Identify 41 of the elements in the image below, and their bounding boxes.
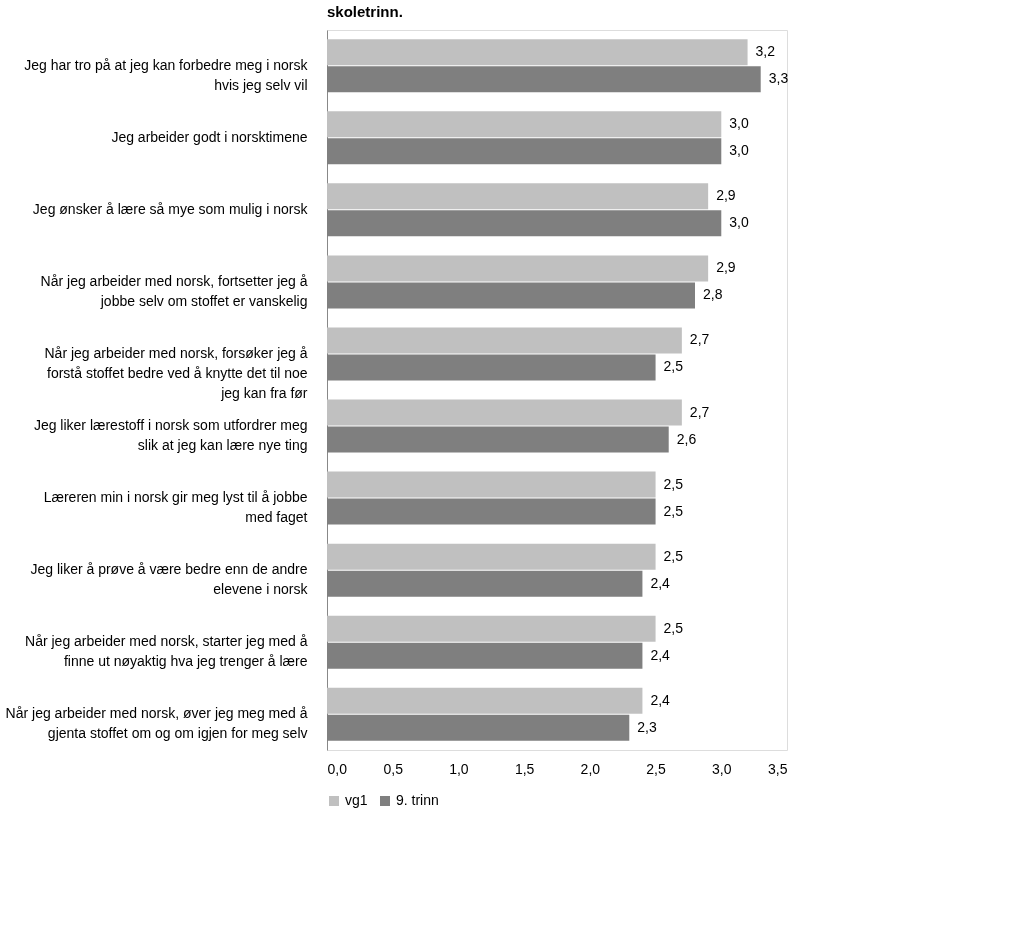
data-label: 3,0 <box>729 214 749 231</box>
data-label: 2,5 <box>663 547 684 564</box>
x-tick-label: 0,0 <box>327 760 348 777</box>
data-label: 2,5 <box>663 502 684 519</box>
data-label: 2,4 <box>650 691 671 708</box>
y-tick-label: Jeg har tro på at jeg kan forbedre meg i norsk hvis jeg selv vil <box>24 56 309 93</box>
x-tick-label: 2,5 <box>646 760 667 777</box>
x-tick-label: 0,5 <box>383 760 404 777</box>
data-label: 2,8 <box>703 286 723 303</box>
data-label: 2,5 <box>663 358 684 375</box>
x-tick-label: 1,0 <box>449 760 469 777</box>
y-tick-label: Når jeg arbeider med norsk, fortsetter jeg å jobbe selv om stoffet er vanskelig <box>40 272 308 309</box>
y-tick-label: Jeg liker å prøve å være bedre enn de andre elevene i norsk <box>30 561 309 598</box>
legend-label: 9. trinn <box>396 792 439 808</box>
data-label: 2,9 <box>716 259 736 276</box>
y-tick-label: Læreren min i norsk gir meg lyst til å jobbe med faget <box>43 489 308 526</box>
y-tick-label: Jeg liker lærestoff i norsk som utfordrer meg slik at jeg kan lære nye ting <box>33 417 308 454</box>
data-label: 3,0 <box>729 142 749 159</box>
data-label: 2,7 <box>689 331 710 348</box>
data-label: 3,3 <box>768 70 789 87</box>
y-tick-label: Når jeg arbeider med norsk, forsøker jeg å forstå stoffet bedre ved å knytte det til noe jeg kan fra før <box>44 344 308 401</box>
data-label: 2,9 <box>716 187 736 204</box>
y-tick-label: Jeg ønsker å lære så mye som mulig i norsk <box>32 200 309 217</box>
data-label: 2,3 <box>637 718 657 735</box>
y-tick-label: Jeg arbeider godt i norsktimene <box>111 128 308 145</box>
chart-title: skoletrinn. <box>327 3 403 20</box>
y-tick-label: Når jeg arbeider med norsk, øver jeg meg med å gjenta stoffet om og om igjen for meg selv <box>5 705 308 742</box>
data-label: 2,4 <box>650 574 671 591</box>
x-tick-label: 3,5 <box>768 760 788 777</box>
data-label: 3,0 <box>729 115 749 132</box>
data-label: 2,5 <box>663 619 684 636</box>
data-label: 2,4 <box>650 646 671 663</box>
x-tick-label: 3,0 <box>712 760 732 777</box>
data-label: 3,2 <box>755 43 776 60</box>
data-label: 2,7 <box>689 403 710 420</box>
data-label: 2,6 <box>676 430 697 447</box>
x-tick-label: 1,5 <box>514 760 535 777</box>
data-label: 2,5 <box>663 475 684 492</box>
legend-label: vg1 <box>345 792 368 808</box>
y-tick-label: Når jeg arbeider med norsk, starter jeg med å finne ut nøyaktig hva jeg trenger å lære <box>25 633 308 670</box>
x-tick-label: 2,0 <box>580 760 601 777</box>
